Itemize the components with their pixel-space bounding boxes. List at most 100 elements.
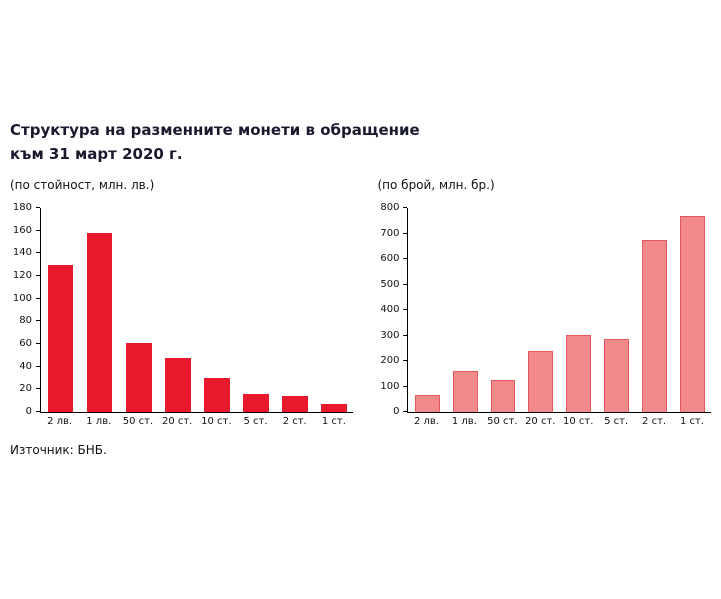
bar-slot: [197, 208, 236, 412]
x-tick-label: 20 ст.: [525, 416, 556, 427]
bar: [566, 335, 592, 412]
x-tick-label: 1 ст.: [679, 416, 705, 427]
y-tick-label: 400: [380, 304, 400, 315]
bar-slot: [158, 208, 197, 412]
bar-slot: [598, 208, 636, 412]
y-tick-mark: [403, 334, 408, 336]
x-tick-label: 20 ст.: [161, 416, 193, 427]
bar: [528, 351, 554, 412]
bar: [47, 265, 74, 412]
page: Структура на разменните монети в обращен…: [10, 118, 711, 457]
y-tick-label: 500: [380, 278, 400, 290]
y-axis: 0 100 200 300 400 500 600 700 800: [377, 202, 408, 417]
y-tick-mark: [403, 385, 408, 387]
charts-row: (по стойност, млн. лв.) 0 20 40 60 80 100 120 1…: [10, 178, 711, 427]
x-tick-label: 2 ст.: [642, 416, 667, 427]
y-tick-mark: [403, 207, 408, 208]
bar-slot: [446, 208, 484, 412]
bar: [164, 358, 191, 412]
y-tick-label: 140: [12, 247, 32, 259]
bar-slot: [41, 208, 80, 412]
y-tick-label: 40: [19, 360, 32, 372]
bar: [603, 339, 629, 412]
bar: [125, 343, 152, 412]
bar: [679, 216, 705, 412]
y-tick-label: 100: [12, 292, 32, 304]
x-tick-label: 10 ст.: [563, 416, 594, 427]
y-tick-label: 160: [12, 224, 32, 236]
x-tick-label: 1 лв.: [86, 416, 112, 427]
page-title-line-2: към 31 март 2020 г.: [10, 145, 183, 163]
source-note: Източник: БНБ.: [10, 443, 107, 457]
x-tick-label: 2 лв.: [47, 416, 73, 427]
y-tick-label: 0: [393, 406, 400, 417]
y-tick-mark: [403, 258, 408, 259]
y-tick-mark: [403, 360, 408, 361]
y-tick-mark: [36, 297, 40, 299]
y-tick-mark: [403, 283, 408, 285]
y-axis: 0 20 40 60 80 100 120 140 160 180: [10, 202, 40, 417]
y-tick-mark: [403, 309, 408, 310]
x-tick-label: 5 ст.: [604, 416, 629, 427]
x-axis-labels: 2 лв. 1 лв. 50 ст. 20 ст. 10 ст. 5 ст. 2 ст. 1 …: [40, 416, 353, 427]
bar-slot: [80, 208, 119, 412]
bar-slot: [408, 208, 446, 412]
chart-by-count-plot: 0 100 200 300 400 500 600 700 800 2 лв. 1 лв. 50 ст…: [377, 202, 711, 427]
y-tick-mark: [403, 232, 408, 234]
x-tick-label: 10 ст.: [201, 416, 232, 427]
y-tick-label: 20: [19, 383, 32, 395]
y-tick-label: 120: [12, 270, 32, 281]
bar-slot: [635, 208, 673, 412]
chart-by-value-subtitle: (по стойност, млн. лв.): [10, 178, 155, 192]
bar: [490, 380, 516, 412]
y-tick-label: 200: [380, 355, 400, 366]
page-title-line-1: Структура на разменните монети в обращен…: [10, 121, 420, 139]
chart-by-count: (по брой, млн. бр.) 0 100 200 300 400 500 600 7…: [377, 178, 711, 427]
y-tick-label: 180: [12, 202, 32, 213]
bar: [641, 240, 667, 412]
bar: [86, 233, 113, 412]
y-tick-label: 0: [25, 406, 32, 417]
y-tick-mark: [36, 320, 40, 322]
bar: [321, 404, 347, 412]
y-tick-label: 700: [380, 227, 400, 239]
x-tick-label: 5 ст.: [243, 416, 268, 427]
y-tick-label: 100: [380, 380, 400, 392]
y-tick-mark: [403, 411, 408, 412]
chart-by-value-plot: 0 20 40 60 80 100 120 140 160 180 2 лв. 1 лв. 50 ст.…: [10, 202, 354, 427]
y-tick-mark: [36, 388, 40, 390]
y-tick-label: 300: [380, 329, 400, 341]
bar-slot: [275, 208, 314, 412]
x-tick-label: 2 ст.: [282, 416, 307, 427]
x-tick-label: 1 лв.: [451, 416, 477, 427]
bar-slot: [236, 208, 275, 412]
chart-by-value: (по стойност, млн. лв.) 0 20 40 60 80 100 120 1…: [10, 178, 354, 427]
y-tick-mark: [36, 229, 40, 231]
x-tick-label: 50 ст.: [487, 416, 518, 427]
x-tick-label: 2 лв.: [413, 416, 439, 427]
page-title: Структура на разменните монети в обращен…: [10, 118, 711, 166]
y-tick-label: 80: [19, 315, 32, 327]
bar-slot: [484, 208, 522, 412]
y-tick-mark: [36, 365, 40, 367]
y-tick-mark: [36, 207, 40, 208]
bar-slot: [522, 208, 560, 412]
x-tick-label: 1 ст.: [321, 416, 346, 427]
y-tick-label: 800: [380, 202, 400, 213]
x-tick-label: 50 ст.: [122, 416, 154, 427]
bar-slot: [560, 208, 598, 412]
plot-area: [40, 208, 354, 413]
x-axis-labels: 2 лв. 1 лв. 50 ст. 20 ст. 10 ст. 5 ст. 2 ст. 1 …: [407, 416, 711, 427]
y-tick-label: 600: [380, 253, 400, 264]
bar-slot: [673, 208, 711, 412]
y-tick-mark: [36, 411, 40, 412]
y-tick-mark: [36, 275, 40, 276]
bar-slot: [314, 208, 353, 412]
y-tick-mark: [36, 252, 40, 254]
bar: [242, 394, 269, 412]
bar: [203, 378, 230, 412]
plot-area: [407, 208, 711, 413]
y-tick-label: 60: [19, 338, 32, 349]
bar: [452, 371, 478, 412]
bar: [282, 396, 308, 412]
